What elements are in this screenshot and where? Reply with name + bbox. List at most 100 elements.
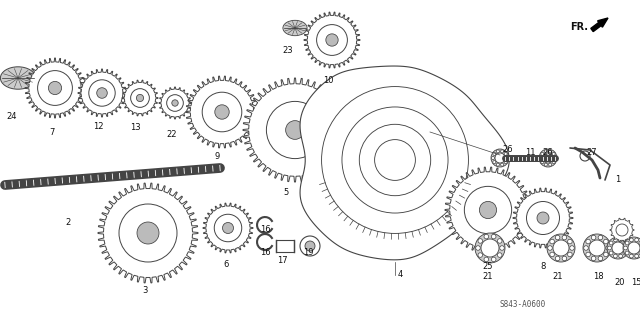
Circle shape	[562, 256, 566, 261]
Circle shape	[609, 251, 613, 255]
Circle shape	[541, 152, 544, 155]
Circle shape	[484, 257, 488, 262]
Circle shape	[630, 238, 633, 242]
Circle shape	[484, 234, 488, 239]
Text: 2: 2	[65, 218, 70, 227]
Circle shape	[38, 70, 72, 105]
Text: 12: 12	[93, 122, 103, 131]
Circle shape	[166, 95, 183, 111]
Text: 26: 26	[543, 148, 554, 157]
Circle shape	[614, 238, 617, 242]
Circle shape	[639, 251, 640, 255]
Circle shape	[614, 254, 617, 258]
Circle shape	[543, 153, 553, 163]
Circle shape	[635, 238, 639, 242]
Circle shape	[605, 246, 611, 250]
Circle shape	[550, 239, 554, 244]
Circle shape	[583, 234, 611, 262]
Circle shape	[598, 235, 603, 240]
Circle shape	[305, 241, 315, 251]
Circle shape	[548, 246, 552, 250]
Text: 1: 1	[616, 175, 621, 184]
Polygon shape	[513, 188, 573, 248]
Circle shape	[556, 256, 560, 261]
Circle shape	[326, 34, 338, 46]
Text: 21: 21	[553, 272, 563, 281]
Circle shape	[548, 150, 552, 153]
Circle shape	[478, 253, 483, 257]
Polygon shape	[122, 80, 158, 116]
Ellipse shape	[283, 20, 307, 36]
Circle shape	[500, 150, 504, 153]
Circle shape	[492, 157, 495, 160]
Circle shape	[89, 80, 115, 106]
Circle shape	[598, 256, 603, 261]
Text: 3: 3	[142, 286, 148, 295]
Circle shape	[214, 214, 242, 242]
Polygon shape	[98, 183, 198, 283]
Text: S843-A0600: S843-A0600	[500, 300, 547, 309]
Ellipse shape	[1, 67, 36, 89]
Circle shape	[609, 241, 613, 245]
Circle shape	[623, 246, 627, 250]
Text: 27: 27	[587, 148, 597, 157]
Circle shape	[607, 237, 629, 259]
Text: 17: 17	[276, 256, 287, 265]
Circle shape	[556, 235, 560, 240]
Text: 19: 19	[303, 248, 313, 257]
Circle shape	[500, 163, 504, 166]
Circle shape	[223, 222, 234, 234]
Polygon shape	[186, 76, 258, 148]
Circle shape	[465, 186, 511, 234]
Circle shape	[475, 233, 505, 263]
Circle shape	[172, 100, 178, 106]
Circle shape	[496, 150, 499, 153]
Circle shape	[639, 241, 640, 245]
FancyArrow shape	[591, 18, 608, 32]
Circle shape	[580, 151, 590, 161]
Circle shape	[591, 235, 596, 240]
Text: 22: 22	[167, 130, 177, 139]
Circle shape	[553, 240, 569, 256]
Circle shape	[97, 88, 108, 98]
Circle shape	[491, 149, 509, 167]
Circle shape	[497, 239, 502, 243]
Circle shape	[285, 121, 305, 139]
Polygon shape	[445, 167, 531, 253]
Circle shape	[568, 239, 572, 244]
Polygon shape	[243, 78, 347, 182]
Circle shape	[537, 212, 549, 224]
Polygon shape	[203, 203, 253, 253]
Circle shape	[623, 237, 640, 259]
Text: FR.: FR.	[570, 22, 588, 32]
Circle shape	[591, 256, 596, 261]
Circle shape	[604, 239, 608, 244]
Circle shape	[586, 239, 590, 244]
Polygon shape	[159, 87, 191, 119]
Text: 16: 16	[260, 248, 270, 257]
Circle shape	[476, 246, 480, 250]
Circle shape	[562, 235, 566, 240]
Polygon shape	[78, 69, 126, 117]
Bar	[276, 240, 294, 252]
Text: 5: 5	[284, 188, 289, 197]
Text: 9: 9	[214, 152, 220, 161]
Circle shape	[131, 89, 149, 108]
Circle shape	[202, 92, 242, 132]
Circle shape	[584, 246, 588, 250]
Text: 20: 20	[615, 278, 625, 287]
Text: 7: 7	[49, 128, 54, 137]
Circle shape	[500, 246, 504, 250]
Circle shape	[493, 160, 496, 164]
Circle shape	[497, 253, 502, 257]
Circle shape	[266, 101, 324, 159]
Circle shape	[496, 163, 499, 166]
Text: 24: 24	[7, 112, 17, 121]
Circle shape	[136, 94, 143, 101]
Circle shape	[619, 238, 623, 242]
Text: 23: 23	[283, 46, 293, 55]
Circle shape	[492, 234, 496, 239]
Text: 10: 10	[323, 76, 333, 85]
Circle shape	[623, 251, 627, 255]
Circle shape	[215, 105, 229, 119]
